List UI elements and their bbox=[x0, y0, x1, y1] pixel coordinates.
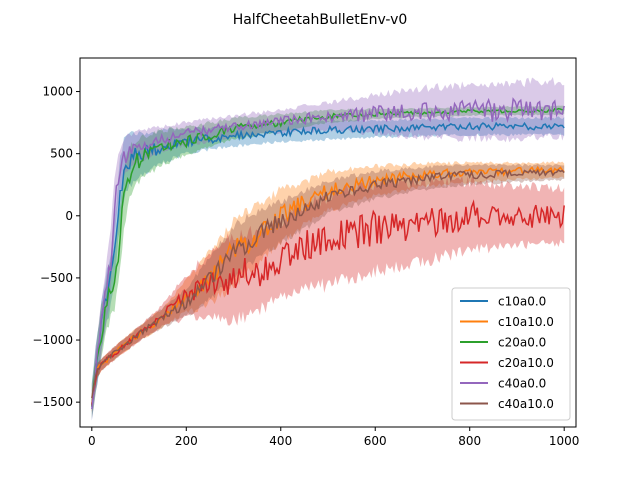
y-tick-label: 1000 bbox=[42, 85, 73, 99]
line-c40a0.0 bbox=[91, 97, 565, 410]
axes-frame bbox=[79, 57, 577, 428]
y-tick-label: −500 bbox=[40, 271, 73, 285]
band-c10a0.0 bbox=[91, 116, 565, 421]
legend-label: c10a0.0 bbox=[498, 295, 546, 309]
legend-label: c10a10.0 bbox=[498, 315, 554, 329]
x-tick-label: 800 bbox=[458, 434, 481, 448]
x-tick-label: 0 bbox=[88, 434, 96, 448]
line-c20a10.0 bbox=[91, 199, 565, 405]
band-c10a10.0 bbox=[91, 161, 565, 413]
x-tick-label: 200 bbox=[175, 434, 198, 448]
x-axis-ticks: 0 200 400 600 800 1000 bbox=[88, 427, 579, 448]
legend: c10a0.0 c10a10.0 c20a0.0 c20a10.0 c40a0.0 c40… bbox=[451, 287, 571, 421]
series-lines bbox=[91, 97, 565, 410]
y-tick-label: −1500 bbox=[32, 395, 73, 409]
x-tick-label: 1000 bbox=[549, 434, 580, 448]
chart-title: HalfCheetahBulletEnv-v0 bbox=[233, 12, 408, 28]
legend-label: c20a10.0 bbox=[498, 356, 554, 370]
legend-label: c40a0.0 bbox=[498, 377, 546, 391]
y-tick-label: 0 bbox=[65, 209, 73, 223]
legend-label: c20a0.0 bbox=[498, 336, 546, 350]
band-c20a10.0 bbox=[91, 176, 565, 412]
y-tick-label: 500 bbox=[50, 147, 73, 161]
x-tick-label: 600 bbox=[364, 434, 387, 448]
y-tick-label: −1000 bbox=[32, 333, 73, 347]
x-tick-label: 400 bbox=[269, 434, 292, 448]
legend-label: c40a10.0 bbox=[498, 397, 554, 411]
y-axis-ticks: −1500 −1000 −500 0 500 1000 bbox=[32, 85, 80, 409]
line-c40a10.0 bbox=[91, 168, 565, 399]
